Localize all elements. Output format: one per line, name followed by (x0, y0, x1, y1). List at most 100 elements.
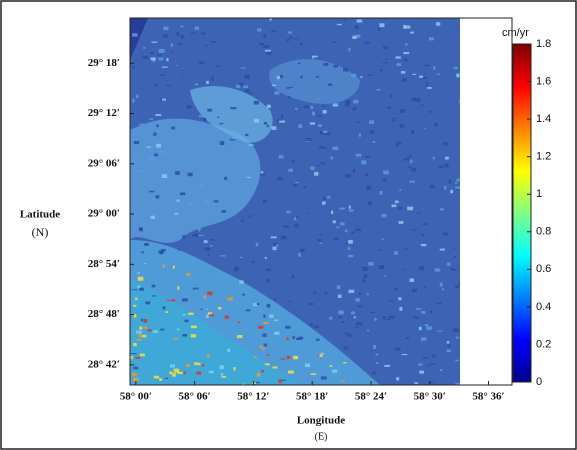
x-tick-label: 58° 06′ (179, 391, 211, 403)
speckle (445, 157, 449, 160)
speckle (314, 292, 316, 295)
speckle (218, 277, 221, 280)
speckle (422, 234, 424, 237)
speckle (455, 285, 459, 288)
speckle (252, 383, 256, 384)
speckle (139, 227, 142, 231)
speckle (230, 139, 236, 141)
speckle (294, 223, 298, 227)
speckle (396, 377, 399, 380)
speckle (334, 238, 339, 240)
speckle (430, 382, 434, 383)
speckle (211, 239, 215, 241)
speckle (218, 307, 221, 309)
speckle (271, 126, 276, 130)
speckle (403, 158, 409, 160)
speckle (323, 131, 327, 133)
speckle (259, 346, 263, 348)
speckle (427, 87, 432, 89)
speckle (286, 211, 291, 214)
speckle (141, 251, 144, 253)
speckle (281, 115, 283, 119)
speckle (412, 74, 416, 75)
speckle (149, 118, 153, 120)
speckle (204, 296, 206, 299)
speckle (360, 76, 362, 78)
speckle (194, 362, 196, 365)
x-axis-label: Longitude (297, 415, 345, 427)
speckle (219, 123, 223, 124)
speckle (163, 27, 168, 31)
speckle (170, 364, 175, 367)
speckle (331, 156, 333, 159)
speckle (399, 307, 402, 311)
speckle (456, 74, 459, 78)
speckle (288, 31, 292, 34)
speckle (447, 262, 451, 265)
speckle (398, 297, 401, 300)
speckle (396, 56, 401, 58)
speckle (404, 58, 407, 61)
speckle (217, 117, 219, 118)
speckle (263, 34, 266, 38)
speckle (206, 314, 209, 318)
speckle (345, 243, 348, 245)
speckle (156, 144, 161, 148)
speckle (182, 235, 185, 238)
speckle (241, 220, 245, 222)
speckle (389, 316, 394, 319)
colorbar-tick-label: 1.2 (536, 151, 551, 163)
speckle (293, 184, 297, 187)
speckle (266, 52, 271, 55)
speckle (338, 311, 344, 315)
speckle (133, 367, 138, 370)
speckle (172, 146, 174, 150)
speckle (139, 327, 142, 330)
speckle (151, 57, 156, 60)
speckle (174, 369, 179, 373)
speckle (370, 312, 375, 313)
speckle (356, 154, 362, 157)
speckle (221, 210, 226, 213)
colorbar-tick-label: 1.4 (536, 113, 551, 125)
speckle (323, 110, 327, 113)
speckle (178, 249, 181, 250)
speckle (254, 119, 259, 123)
speckle (259, 43, 264, 45)
speckle (245, 89, 249, 92)
speckle (399, 221, 404, 224)
speckle (408, 166, 412, 167)
speckle (293, 356, 298, 359)
speckle (345, 230, 348, 232)
speckle (135, 357, 140, 359)
speckle (419, 76, 423, 78)
speckle (332, 370, 337, 373)
speckle (318, 124, 322, 127)
speckle (265, 363, 270, 365)
speckle (241, 67, 246, 68)
speckle (344, 19, 347, 21)
speckle (448, 344, 451, 347)
speckle (370, 130, 374, 134)
speckle (392, 205, 397, 208)
speckle (230, 107, 236, 109)
speckle (180, 192, 185, 195)
figure: Latitude (N) Longitude (E) cm/yr 29° 18′… (0, 0, 577, 450)
speckle (211, 77, 214, 81)
speckle (323, 63, 328, 66)
speckle (382, 178, 386, 181)
speckle (401, 269, 404, 270)
speckle (333, 65, 337, 68)
speckle (256, 243, 259, 247)
speckle (379, 265, 384, 269)
speckle (455, 182, 457, 184)
speckle (267, 105, 271, 108)
speckle (337, 24, 342, 25)
speckle (265, 50, 271, 52)
speckle (373, 141, 376, 143)
speckle (137, 285, 140, 287)
speckle (154, 154, 158, 157)
speckle (132, 33, 138, 36)
speckle (440, 249, 445, 251)
speckle (149, 191, 154, 193)
